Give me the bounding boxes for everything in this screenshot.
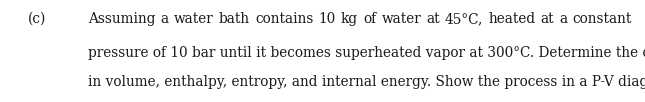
- Text: bath: bath: [219, 12, 250, 26]
- Text: at: at: [426, 12, 440, 26]
- Text: constant: constant: [573, 12, 632, 26]
- Text: at: at: [541, 12, 554, 26]
- Text: 10: 10: [319, 12, 335, 26]
- Text: kg: kg: [341, 12, 358, 26]
- Text: in volume, enthalpy, entropy, and internal energy. Show the process in a P-V dia: in volume, enthalpy, entropy, and intern…: [88, 75, 645, 89]
- Text: water: water: [174, 12, 213, 26]
- Text: pressure of 10 bar until it becomes superheated vapor at 300°C. Determine the ch: pressure of 10 bar until it becomes supe…: [88, 46, 645, 60]
- Text: contains: contains: [255, 12, 313, 26]
- Text: a: a: [161, 12, 169, 26]
- Text: Assuming: Assuming: [88, 12, 155, 26]
- Text: heated: heated: [488, 12, 535, 26]
- Text: a: a: [559, 12, 568, 26]
- Text: of: of: [363, 12, 376, 26]
- Text: 45°C,: 45°C,: [445, 12, 483, 26]
- Text: (c): (c): [28, 12, 46, 26]
- Text: water: water: [381, 12, 421, 26]
